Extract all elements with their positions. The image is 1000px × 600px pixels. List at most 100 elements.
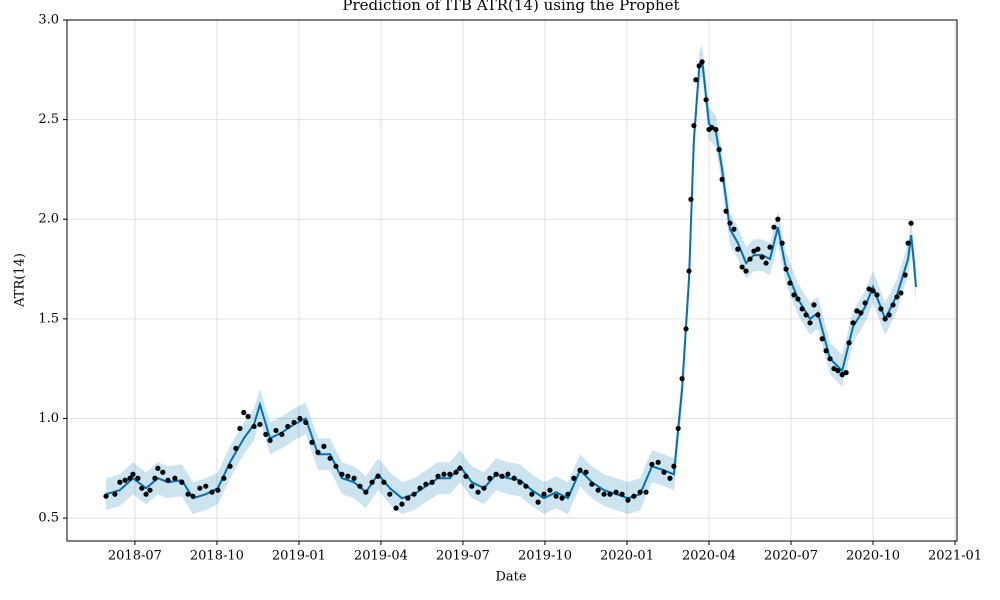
- plot-frame: [66, 19, 958, 542]
- data-point: [447, 471, 453, 477]
- data-point: [747, 256, 753, 262]
- uncertainty-band: [106, 43, 916, 515]
- data-point: [209, 489, 215, 495]
- x-tick-label: 2020-07: [764, 549, 818, 564]
- data-point: [453, 469, 459, 475]
- data-point: [423, 481, 429, 487]
- data-point: [643, 489, 649, 495]
- data-point: [245, 413, 251, 420]
- data-point: [771, 224, 777, 230]
- data-point: [147, 487, 153, 493]
- data-point: [405, 495, 411, 501]
- data-point: [703, 97, 709, 103]
- data-point: [511, 475, 517, 481]
- data-point: [739, 264, 745, 270]
- data-point: [699, 59, 705, 65]
- data-point: [631, 493, 637, 499]
- data-point: [675, 425, 681, 432]
- data-point: [463, 473, 469, 479]
- data-point: [850, 320, 856, 326]
- data-point: [315, 449, 321, 455]
- data-point: [799, 306, 805, 312]
- data-point: [559, 495, 565, 501]
- data-point: [882, 316, 888, 322]
- y-tick-label: 1.5: [38, 311, 59, 326]
- data-point: [122, 477, 128, 483]
- data-point: [571, 475, 577, 481]
- data-point: [351, 475, 357, 481]
- data-point: [399, 501, 405, 507]
- data-point: [874, 292, 880, 298]
- data-point: [369, 479, 375, 485]
- data-point: [333, 463, 339, 469]
- x-tick-label: 2020-01: [600, 549, 654, 564]
- data-point: [839, 372, 845, 378]
- data-point: [679, 376, 685, 382]
- y-tick-label: 1.0: [38, 411, 59, 426]
- data-point: [215, 487, 221, 493]
- data-point: [143, 491, 149, 497]
- data-point: [339, 471, 345, 477]
- data-point: [237, 425, 243, 432]
- data-point: [127, 475, 133, 481]
- data-point: [297, 415, 303, 422]
- data-point: [375, 473, 381, 479]
- data-point: [487, 475, 493, 481]
- data-point: [791, 292, 797, 298]
- data-point: [221, 475, 227, 481]
- data-point: [601, 491, 607, 497]
- data-point: [637, 489, 643, 495]
- data-point: [835, 368, 841, 374]
- data-point: [862, 300, 868, 306]
- x-axis-label: Date: [495, 570, 526, 585]
- data-point: [179, 479, 185, 485]
- data-point: [815, 312, 821, 318]
- data-point: [683, 326, 689, 332]
- data-point: [905, 240, 911, 246]
- y-tick-label: 2.0: [38, 212, 59, 227]
- data-point: [135, 475, 141, 481]
- data-point: [393, 505, 399, 511]
- y-tick-label: 3.0: [38, 13, 59, 28]
- data-point: [273, 427, 279, 434]
- data-point: [767, 244, 773, 250]
- data-point: [795, 296, 801, 302]
- data-point: [117, 479, 123, 485]
- data-point: [846, 340, 852, 346]
- data-point: [165, 477, 171, 483]
- data-point: [619, 491, 625, 497]
- data-point: [671, 463, 677, 469]
- data-point: [309, 439, 315, 445]
- data-point: [381, 479, 387, 485]
- data-point: [898, 290, 904, 296]
- data-point: [661, 469, 667, 475]
- data-point: [755, 246, 761, 252]
- data-point: [345, 473, 351, 479]
- data-point: [827, 356, 833, 362]
- data-point: [481, 485, 487, 491]
- data-point: [858, 310, 864, 316]
- data-point: [553, 493, 559, 499]
- data-point: [321, 443, 327, 449]
- data-point: [811, 302, 817, 308]
- data-point: [716, 146, 722, 153]
- x-tick-label: 2019-07: [436, 549, 490, 564]
- data-point: [303, 419, 309, 426]
- data-point: [327, 455, 333, 461]
- x-tick-label: 2020-10: [846, 549, 900, 564]
- data-point: [595, 487, 601, 493]
- data-point: [499, 473, 505, 479]
- data-point: [257, 421, 263, 428]
- data-point: [890, 302, 896, 308]
- data-point: [493, 471, 499, 477]
- data-point: [831, 366, 837, 372]
- data-point: [517, 479, 523, 485]
- data-point: [723, 208, 729, 214]
- x-tick-label: 2020-04: [682, 549, 736, 564]
- data-point: [763, 260, 769, 266]
- data-point: [819, 336, 825, 342]
- data-point: [787, 280, 793, 286]
- data-point: [529, 491, 535, 497]
- data-point: [112, 491, 118, 497]
- data-point: [152, 475, 158, 481]
